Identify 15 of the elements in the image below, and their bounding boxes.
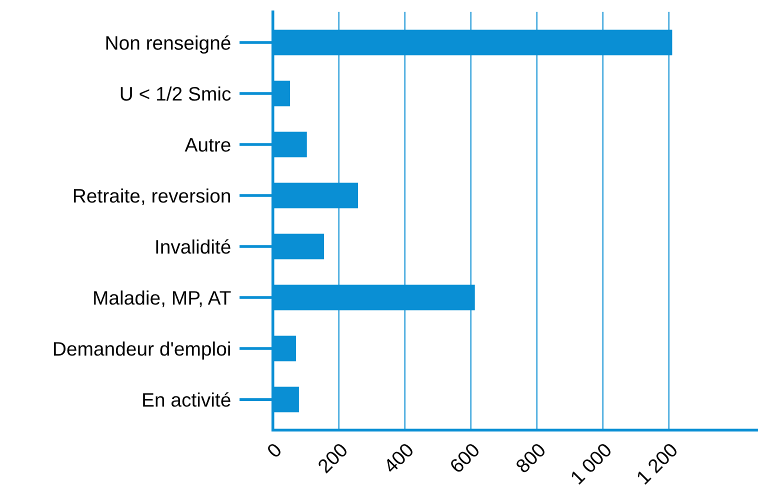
x-tick-label: 800 (514, 442, 546, 474)
y-tick-label: Invalidité (156, 239, 230, 254)
y-tick-label: Retraite, reversion (74, 188, 230, 206)
y-tick-label: Maladie, MP, AT (94, 290, 231, 308)
x-tick-label: 200 (317, 442, 348, 474)
y-tick-label: U < 1/2 Smic (120, 86, 231, 101)
x-tick-label: 600 (449, 442, 480, 474)
x-tick-label: 400 (382, 442, 414, 474)
x-tick-label: 1 000 (570, 442, 612, 485)
y-tick-label: En activité (143, 392, 230, 407)
y-tick-label: Demandeur d'emploi (54, 341, 230, 360)
x-tick-label: 1 200 (636, 442, 678, 485)
x-tick-label: 0 (266, 442, 282, 458)
y-tick-label: Non renseigné (106, 35, 230, 54)
y-tick-label: Autre (184, 138, 230, 152)
